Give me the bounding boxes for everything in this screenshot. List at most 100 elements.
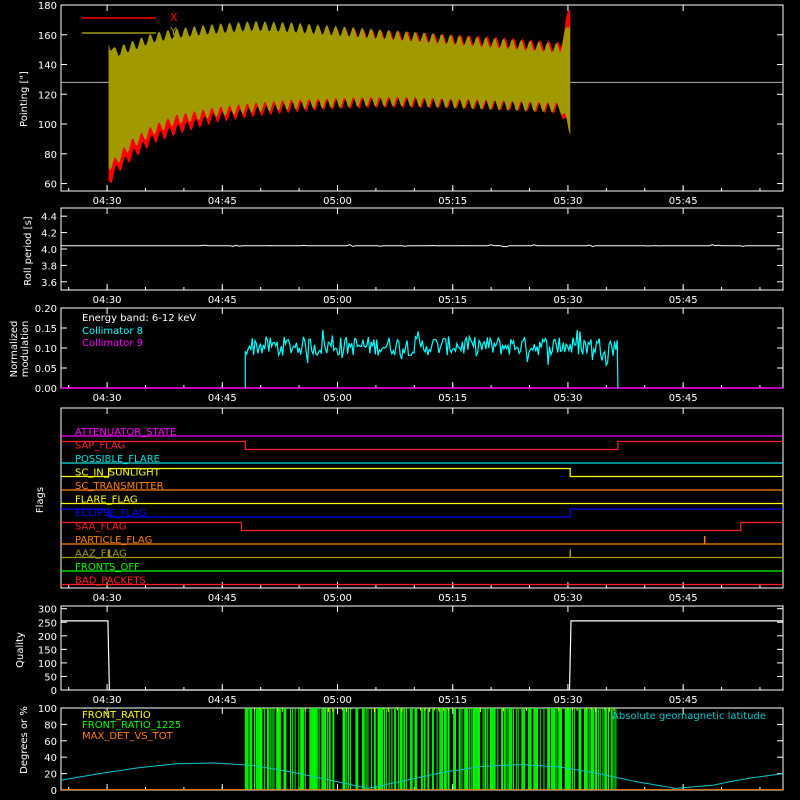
pointing-ytick-label: 80 (44, 150, 57, 161)
pointing-xtick-label: 04:45 (208, 196, 237, 207)
flag-label: BAD_PACKETS (75, 576, 146, 587)
quality-ytick-label: 50 (44, 672, 57, 683)
quality-xtick-label: 05:30 (554, 695, 583, 706)
roll-ytick-label: 4.2 (41, 229, 57, 240)
flag-line-sc-in-sunlight (61, 467, 783, 478)
quality-ytick-label: 300 (38, 605, 57, 616)
quality-ylabel: Quality (15, 632, 26, 668)
flag-label: SC_TRANSMITTER (75, 481, 164, 492)
quality-panel: Quality 0 50 100 150 200 250 300 04:30 04:45 05:0… (15, 605, 784, 706)
flags-plot: 04:30 04:45 05:00 05:15 05:30 05:45 ATTENUATOR… (60, 407, 784, 604)
flags-frame (60, 407, 784, 589)
ratios-ytick-label: 100 (38, 704, 57, 715)
collimator8-line (244, 329, 619, 389)
flag-label: SC_IN_SUNLIGHT (75, 468, 161, 479)
roll-ytick-label: 3.6 (41, 278, 57, 289)
pointing-ytick-label: 100 (38, 120, 57, 131)
roll-xtick-label: 05:00 (323, 295, 352, 306)
quality-xtick-label: 04:30 (93, 695, 122, 706)
pointing-xtick-label: 05:30 (554, 196, 583, 207)
pointing-ytick-label: 120 (38, 90, 57, 101)
ratios-ytick-label: 20 (44, 770, 57, 781)
roll-ytick-label: 4.4 (41, 212, 57, 223)
legend-front-ratio-1225: FRONT_RATIO_1225 (82, 720, 181, 731)
modulation-ylabel-line1: Normalized (9, 321, 20, 378)
ratios-plot: 0 20 40 60 80 100 (38, 704, 784, 797)
roll-xtick-label: 05:30 (554, 295, 583, 306)
flag-line-eclipse-flag (61, 508, 783, 518)
modulation-xtick-label: 04:45 (208, 393, 237, 404)
legend-front-ratio: FRONT_RATIO (82, 710, 151, 721)
roll-ytick-label: 3.8 (41, 261, 57, 272)
modulation-ytick-label: 0.00 (35, 384, 57, 395)
flag-label: SAP_FLAG (75, 441, 125, 452)
flags-xtick-label: 05:30 (554, 593, 583, 604)
roll-xtick-label: 05:15 (438, 295, 467, 306)
ratios-panel: Degrees or % 0 20 40 60 80 100 FRONT_RATIO FR… (19, 704, 784, 797)
modulation-ytick-label: 0.05 (35, 364, 57, 375)
pointing-xtick-label: 04:30 (93, 196, 122, 207)
roll-xtick-label: 04:45 (208, 295, 237, 306)
flags-xtick-label: 05:15 (438, 593, 467, 604)
roll-panel: Roll period [s] 3.6 3.8 4.0 4.2 4.4 04:30 04:4… (23, 207, 784, 306)
pointing-ytick-label: 160 (38, 31, 57, 42)
flag-line-sap-flag (61, 440, 783, 451)
quality-ytick-label: 250 (38, 618, 57, 629)
ratios-ylabel: Degrees or % (19, 706, 30, 774)
quality-ytick-label: 200 (38, 632, 57, 643)
ratios-ytick-label: 40 (44, 753, 57, 764)
pointing-frame (60, 4, 784, 192)
flag-label: POSSIBLE_FLARE (75, 454, 160, 465)
flags-xtick-label: 04:30 (93, 593, 122, 604)
flags-panel: Flags 04:30 04:45 05:00 05:15 05:30 05:45 ATTE… (35, 407, 784, 604)
flags-xtick-label: 05:45 (669, 593, 698, 604)
flag-label: ECLIPSE_FLAG (75, 508, 146, 519)
flags-xtick-label: 04:45 (208, 593, 237, 604)
legend-x-label: X (170, 11, 178, 24)
modulation-panel: Normalized modulation 0.000.050.100.150.… (9, 304, 784, 404)
quality-xtick-label: 05:00 (323, 695, 352, 706)
geomag-latitude-line (60, 762, 784, 789)
pointing-ylabel: Pointing ["] (19, 71, 30, 127)
flag-label: FRONTS_OFF (75, 562, 140, 573)
flag-label: PARTICLE_FLAG (75, 535, 152, 546)
modulation-ylabel-line2: modulation (20, 321, 31, 378)
quality-ytick-label: 0 (51, 686, 57, 697)
pointing-ytick-label: 180 (38, 1, 57, 12)
roll-xtick-label: 04:30 (93, 295, 122, 306)
modulation-ytick-label: 0.10 (35, 344, 57, 355)
roll-period-line (61, 244, 780, 248)
modulation-xtick-label: 05:45 (669, 393, 698, 404)
flag-label: AAZ_FLAG (75, 549, 127, 560)
flag-line-saa-flag (61, 521, 783, 532)
roll-plot: 3.6 3.8 4.0 4.2 4.4 04:30 04:45 05:00 05:15 05:30… (41, 207, 784, 306)
modulation-xtick-label: 05:30 (554, 393, 583, 404)
roll-ytick-label: 4.0 (41, 245, 57, 256)
pointing-ytick-label: 60 (44, 180, 57, 191)
roll-ylabel: Roll period [s] (23, 216, 34, 285)
geomag-annotation: Absolute geomagnetic latitude (612, 711, 766, 722)
modulation-ytick-label: 0.20 (35, 304, 57, 315)
pointing-plot: 60 80 100 120 140 160 180 04:30 04:45 05:00 05:15 0… (38, 1, 784, 207)
pointing-xtick-label: 05:15 (438, 196, 467, 207)
legend-max-det: MAX_DET_VS_TOT (82, 731, 174, 742)
flag-label: SAA_FLAG (75, 522, 126, 533)
quality-ytick-label: 150 (38, 645, 57, 656)
modulation-xtick-label: 05:00 (323, 393, 352, 404)
roll-xtick-label: 05:45 (669, 295, 698, 306)
quality-xtick-label: 05:45 (669, 695, 698, 706)
quality-xtick-label: 05:15 (438, 695, 467, 706)
modulation-xtick-label: 04:30 (93, 393, 122, 404)
pointing-xtick-label: 05:00 (323, 196, 352, 207)
quality-xtick-label: 04:45 (208, 695, 237, 706)
flags-ylabel: Flags (35, 487, 46, 513)
pointing-panel: Pointing ["] 60 80 100 120 140 160 180 04:30 04:… (19, 1, 784, 207)
ratios-ytick-label: 80 (44, 720, 57, 731)
pointing-xtick-label: 05:45 (669, 196, 698, 207)
pointing-ytick-label: 140 (38, 61, 57, 72)
legend-collimator8: Collimator 8 (82, 326, 143, 337)
modulation-xtick-label: 05:15 (438, 393, 467, 404)
roll-frame (60, 207, 784, 291)
energy-band-label: Energy band: 6-12 keV (82, 313, 196, 324)
